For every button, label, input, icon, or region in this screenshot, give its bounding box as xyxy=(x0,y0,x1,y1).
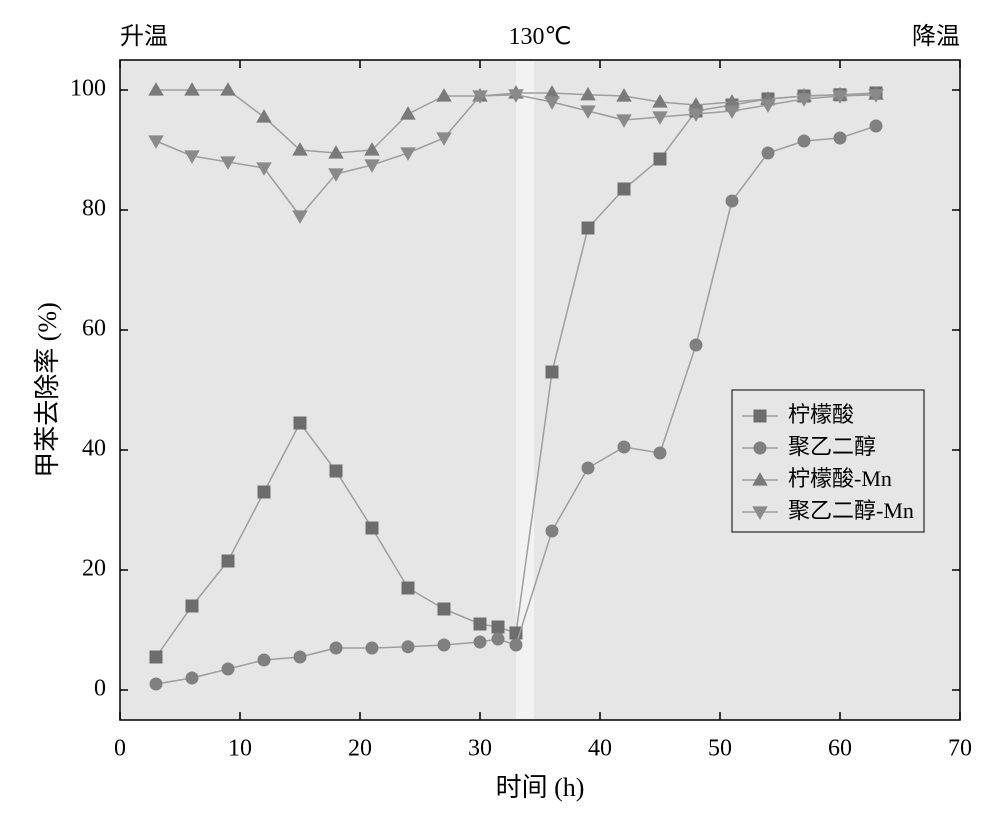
marker-circle xyxy=(258,654,270,666)
y-tick-label: 0 xyxy=(94,676,106,702)
legend-label: 聚乙二醇-Mn xyxy=(788,498,914,523)
x-tick-label: 60 xyxy=(828,736,852,762)
top-annot-left: 升温 xyxy=(120,23,168,50)
marker-circle xyxy=(618,441,630,453)
marker-circle xyxy=(582,462,594,474)
marker-square xyxy=(294,417,306,429)
legend-label: 柠檬酸-Mn xyxy=(788,466,892,491)
marker-circle xyxy=(438,639,450,651)
highlight-band xyxy=(516,60,534,720)
x-tick-label: 0 xyxy=(114,736,126,762)
marker-square xyxy=(654,153,666,165)
y-tick-label: 20 xyxy=(82,556,106,582)
x-tick-label: 20 xyxy=(348,736,372,762)
x-tick-label: 30 xyxy=(468,736,492,762)
y-axis-title: 甲苯去除率 (%) xyxy=(33,302,62,477)
marker-square xyxy=(754,410,766,422)
marker-square xyxy=(474,618,486,630)
marker-square xyxy=(618,183,630,195)
marker-circle xyxy=(798,135,810,147)
marker-circle xyxy=(402,641,414,653)
marker-square xyxy=(366,522,378,534)
y-tick-label: 100 xyxy=(70,76,106,102)
marker-circle xyxy=(870,120,882,132)
marker-square xyxy=(330,465,342,477)
marker-circle xyxy=(294,651,306,663)
marker-circle xyxy=(474,636,486,648)
x-axis-title: 时间 (h) xyxy=(496,773,585,802)
top-annot-center: 130℃ xyxy=(509,24,572,50)
marker-circle xyxy=(150,678,162,690)
top-annot-right: 降温 xyxy=(912,23,960,50)
chart-svg: 0 10 20 30 40 50 60 70 0 20 40 60 80 100 时间 (h) 甲苯去除率 (… xyxy=(0,0,1000,825)
marker-square xyxy=(546,366,558,378)
marker-circle xyxy=(330,642,342,654)
legend-label: 聚乙二醇 xyxy=(788,434,876,459)
marker-circle xyxy=(654,447,666,459)
marker-square xyxy=(258,486,270,498)
marker-square xyxy=(186,600,198,612)
x-tick-label: 10 xyxy=(228,736,252,762)
y-tick-label: 80 xyxy=(82,196,106,222)
y-tick-label: 40 xyxy=(82,436,106,462)
marker-square xyxy=(402,582,414,594)
marker-circle xyxy=(222,663,234,675)
marker-square xyxy=(222,555,234,567)
marker-circle xyxy=(690,339,702,351)
marker-square xyxy=(438,603,450,615)
x-tick-label: 50 xyxy=(708,736,732,762)
marker-circle xyxy=(546,525,558,537)
x-tick-label: 70 xyxy=(948,736,972,762)
marker-circle xyxy=(834,132,846,144)
marker-circle xyxy=(186,672,198,684)
marker-circle xyxy=(366,642,378,654)
x-tick-label: 40 xyxy=(588,736,612,762)
marker-circle xyxy=(762,147,774,159)
chart-container: 0 10 20 30 40 50 60 70 0 20 40 60 80 100 时间 (h) 甲苯去除率 (… xyxy=(0,0,1000,825)
marker-circle xyxy=(754,442,766,454)
marker-circle xyxy=(492,633,504,645)
y-tick-label: 60 xyxy=(82,316,106,342)
marker-square xyxy=(582,222,594,234)
marker-square xyxy=(492,621,504,633)
marker-circle xyxy=(726,195,738,207)
legend-label: 柠檬酸 xyxy=(788,402,854,427)
marker-circle xyxy=(510,639,522,651)
marker-square xyxy=(150,651,162,663)
